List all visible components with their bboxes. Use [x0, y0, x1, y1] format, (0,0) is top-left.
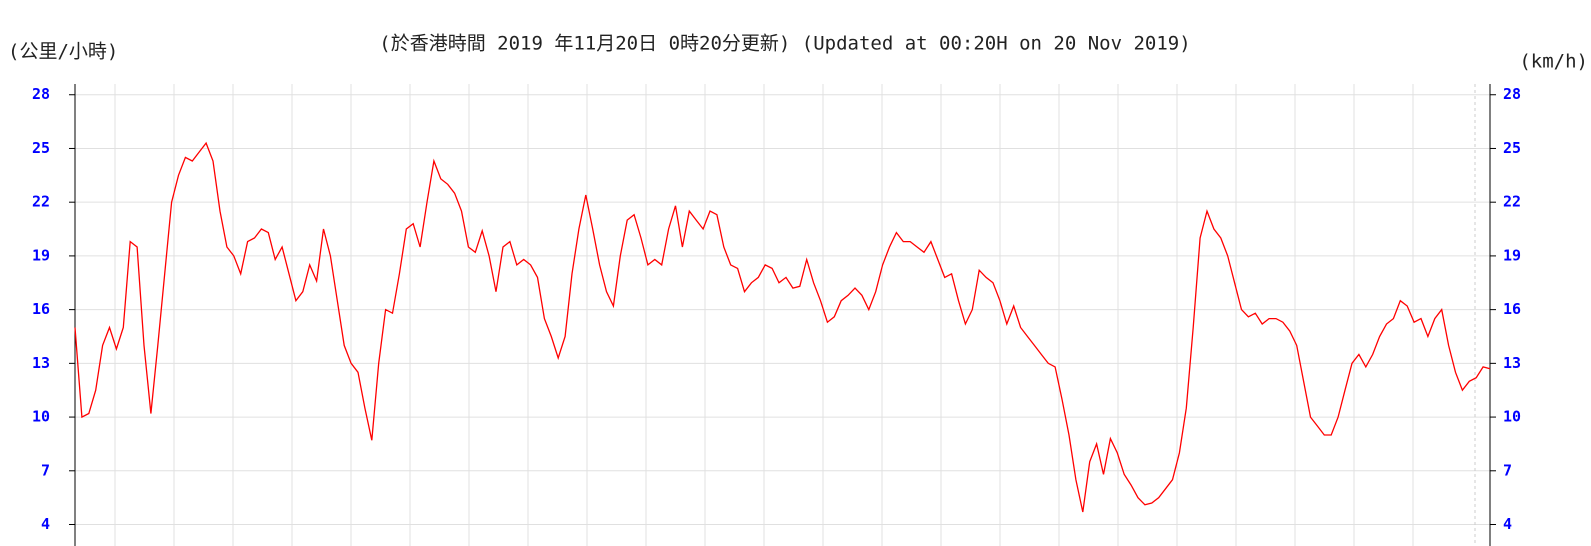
grid: [75, 84, 1490, 546]
y2-tick-label: 28: [1503, 85, 1521, 103]
y2-tick-label: 16: [1503, 300, 1521, 318]
y2-tick-label: 10: [1503, 408, 1521, 426]
y2-tick-label: 13: [1503, 354, 1521, 372]
y-tick-label: 22: [32, 193, 50, 211]
y-tick-label: 13: [32, 354, 50, 372]
y2-tick-label: 4: [1503, 515, 1512, 533]
y2-tick-label: 22: [1503, 193, 1521, 211]
y-tick-label: 4: [41, 515, 50, 533]
y2-tick-label: 19: [1503, 246, 1521, 264]
y2-tick-label: 7: [1503, 461, 1512, 479]
y-tick-label: 16: [32, 300, 50, 318]
y-axis-label: (公里/小時): [8, 41, 118, 63]
data-line: [74, 141, 1491, 513]
y2-tick-label: 25: [1503, 139, 1521, 157]
y-tick-label: 10: [32, 408, 50, 426]
y-tick-label: 28: [32, 85, 50, 103]
y-tick-label: 25: [32, 139, 50, 157]
y2-axis-label: (km/h): [1519, 51, 1588, 73]
chart-title: (於香港時間 2019 年11月20日 0時20分更新) (Updated at…: [379, 33, 1190, 55]
y-tick-label: 19: [32, 246, 50, 264]
y-tick-label: 7: [41, 461, 50, 479]
